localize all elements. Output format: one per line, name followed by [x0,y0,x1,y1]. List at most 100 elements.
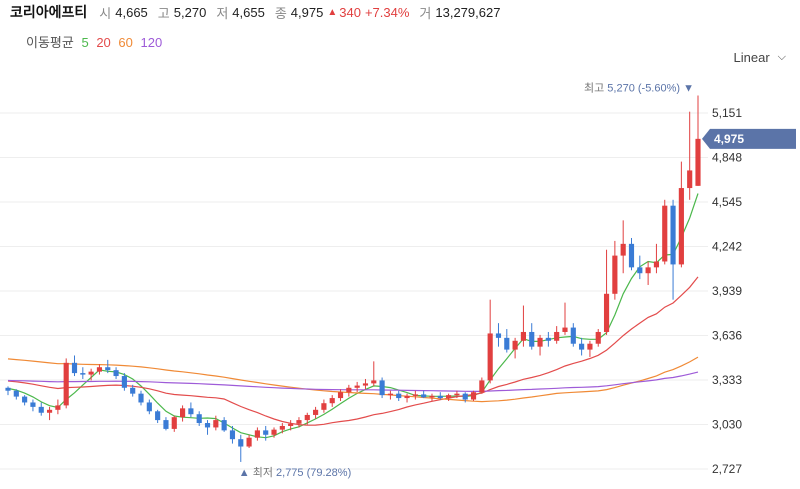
candle-body [246,437,252,447]
candle-body [22,396,28,403]
candle-body [46,409,53,413]
candle-body [479,380,485,393]
y-tick-label: 4,848 [712,151,742,165]
candle-body [221,420,227,431]
candle-body [612,255,618,294]
candle-body [570,327,576,344]
candle-body [362,383,369,386]
candle-body [387,393,393,396]
candle-body [670,205,676,265]
candle-body [238,439,244,447]
candle-body [196,414,202,424]
candle-body [188,408,194,415]
candle-body [329,398,335,404]
candle-body [446,395,452,399]
candle-body [687,170,693,189]
close-label: 종 [274,5,287,21]
candle-body [180,408,186,418]
candles [5,95,701,462]
y-tick-label: 3,030 [712,418,742,432]
low-value: 4,655 [232,4,265,20]
candle-body [371,380,377,384]
candle-body [587,343,593,350]
candle-body [30,402,36,407]
candle-body [495,333,502,338]
scale-label: Linear [733,50,770,65]
candle-body [454,393,460,396]
candle-body [146,402,152,412]
candle-body [579,343,585,350]
candle-body [271,429,277,435]
ma-legend-label: 이동평균 [26,35,74,50]
candle-body [5,387,11,391]
candle-body [130,387,136,394]
candle-body [462,393,468,400]
y-tick-label: 3,333 [712,373,742,387]
candle-body [537,337,543,347]
candle-body [113,370,119,377]
y-tick-label: 4,242 [712,240,742,254]
ma-60-line [7,356,699,403]
scale-dropdown[interactable]: Linear ⌵ [734,50,786,65]
candle-body [429,395,435,398]
candle-body [155,411,161,421]
volume-value: 13,279,627 [435,4,501,20]
candle-body [213,420,219,428]
y-axis: 5,151 4,848 4,545 4,242 3,939 3,636 3,333 3,030… [712,106,742,476]
candle-body [63,362,69,406]
candle-body [163,420,169,429]
moving-average-legend[interactable]: 이동평균 5 20 60 120 [26,32,166,51]
ma-20-line [7,276,699,426]
y-tick-label: 2,727 [712,462,742,476]
ma-5: 5 [81,35,89,50]
high-label: 고 [157,5,170,21]
ma-120-line [7,371,699,392]
candle-body [13,390,19,397]
grid-lines [0,112,708,470]
y-tick-label: 5,151 [712,106,742,120]
candle-body [545,337,551,341]
candle-body [529,331,535,347]
candle-body [254,430,260,438]
change-percent: +7.34% [364,4,410,20]
candle-body [321,403,327,410]
candle-body [520,331,526,341]
annotations: 4,975 최고 5,270 (-5.60%) ▼ ▲ 최저 2,775 (79.2… [239,82,796,479]
candle-body [554,331,560,341]
candle-body [595,331,601,344]
candle-body [562,327,568,332]
current-price-label: 4,975 [714,132,744,146]
candle-body [404,395,410,399]
ma-60: 60 [118,35,133,50]
candle-body [645,267,651,274]
candle-body [304,414,310,421]
candle-body [121,376,127,388]
high-value: 5,270 [173,4,207,20]
candle-body [105,367,111,371]
change-value: 340 [339,4,361,20]
candle-body [229,430,236,440]
candle-body [71,362,78,374]
high-annotation: 최고 5,270 (-5.60%) ▼ [584,82,694,95]
candle-body [96,367,103,372]
candle-body [171,417,177,429]
stock-header: 코리아에프티 시 4,665 고 5,270 저 4,655 종 4,975 ▲… [10,2,510,22]
candle-body [313,409,319,415]
open-value: 4,665 [115,4,148,20]
candle-body [653,261,660,268]
candle-body [512,340,518,350]
candle-body [88,371,94,375]
candle-body [678,188,684,265]
candle-body [138,393,144,403]
stock-name[interactable]: 코리아에프티 [10,4,88,20]
candle-body [204,423,211,428]
low-annotation: ▲ 최저 2,775 (79.28%) [239,466,351,479]
y-tick-label: 3,939 [712,284,742,298]
candle-body [279,425,285,430]
ma-5-line [7,193,699,439]
candle-body [421,394,427,398]
candle-body [662,205,668,262]
volume-label: 거 [419,5,432,21]
y-tick-label: 3,636 [712,329,742,343]
